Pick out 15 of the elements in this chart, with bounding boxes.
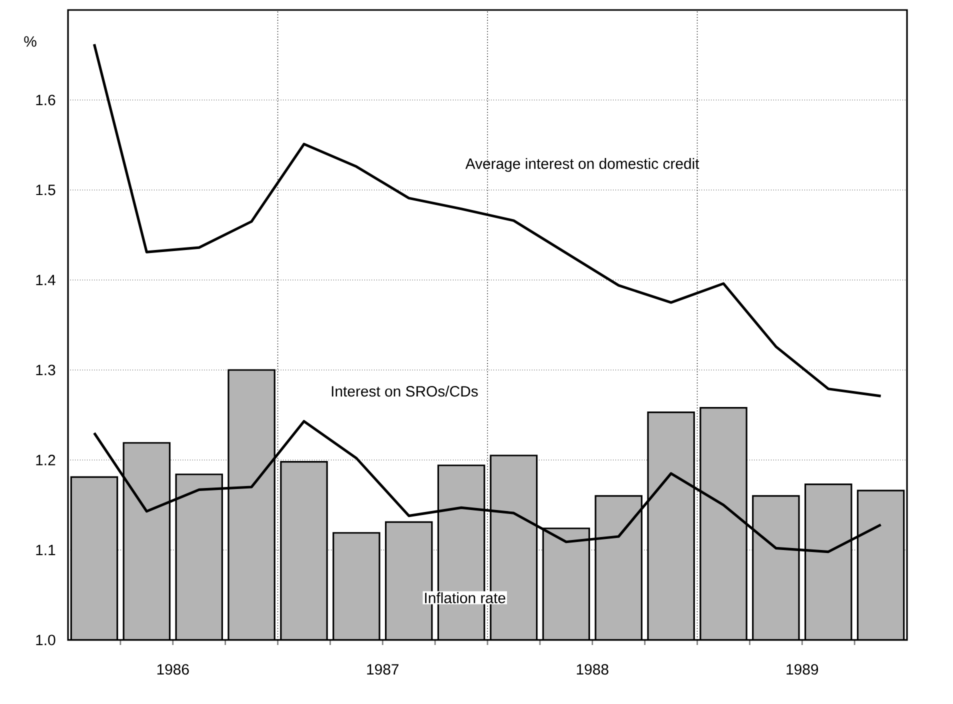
x-tick-label: 1988	[576, 664, 608, 675]
y-axis-title: %	[24, 36, 36, 47]
y-tick-label: 1.2	[36, 454, 56, 466]
y-tick-label: 1.0	[36, 634, 56, 646]
x-tick-label: 1987	[367, 664, 398, 675]
y-tick-label: 1.1	[36, 544, 56, 556]
y-tick-label: 1.3	[36, 364, 56, 376]
x-tick-label: 1989	[786, 664, 818, 675]
text: Average interest on domestic credit	[465, 158, 700, 172]
series-label: Inflation rate	[425, 592, 506, 604]
y-tick-label: 1.5	[36, 184, 56, 196]
text: Interest on SROs/CDs	[332, 386, 478, 397]
y-tick-label: 1.4	[36, 274, 56, 286]
y-tick-label: 1.6	[36, 94, 56, 106]
x-tick-label: 1986	[157, 664, 189, 675]
